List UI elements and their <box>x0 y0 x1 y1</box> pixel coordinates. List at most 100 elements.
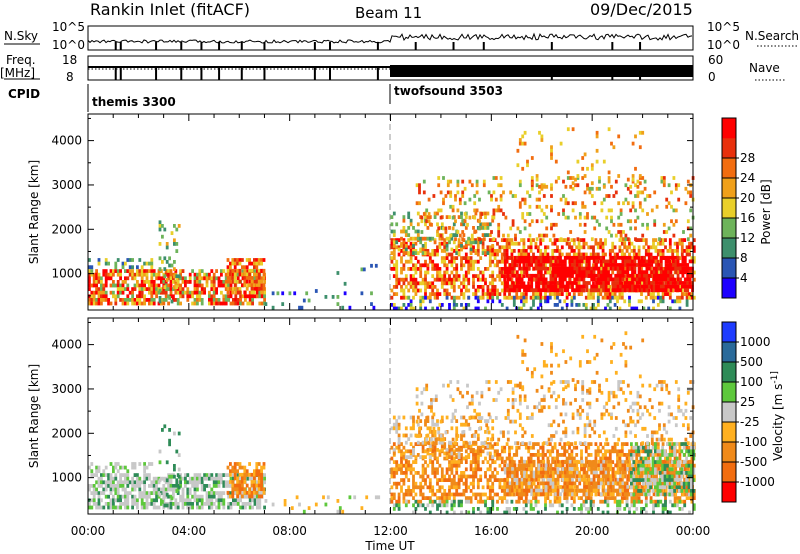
range-time-cell <box>556 259 560 264</box>
range-time-cell <box>460 211 463 216</box>
range-time-cell <box>565 496 569 500</box>
range-time-cell <box>440 256 444 260</box>
range-time-cell <box>177 474 181 479</box>
range-time-cell <box>522 249 526 253</box>
range-time-cell <box>475 179 479 184</box>
range-time-cell <box>140 265 144 270</box>
range-time-cell <box>175 278 179 282</box>
range-time-cell <box>608 456 612 461</box>
range-time-cell <box>520 496 523 500</box>
range-time-cell <box>535 259 538 264</box>
range-time-cell <box>472 478 475 482</box>
range-time-cell <box>414 485 418 490</box>
range-time-cell <box>678 299 682 304</box>
range-time-cell <box>133 283 137 288</box>
range-time-cell <box>253 494 257 499</box>
range-time-cell <box>650 284 654 289</box>
range-time-cell <box>604 453 607 457</box>
range-time-cell <box>525 266 529 271</box>
range-time-cell <box>572 460 576 464</box>
range-time-cell <box>200 298 204 302</box>
range-time-cell <box>619 273 622 278</box>
range-time-cell <box>239 505 242 510</box>
range-time-cell <box>629 208 633 213</box>
range-time-cell <box>611 284 615 289</box>
range-time-cell <box>664 288 668 293</box>
range-time-cell <box>200 494 204 499</box>
range-time-cell <box>433 467 437 472</box>
range-time-cell <box>428 259 432 264</box>
range-time-cell <box>497 222 501 227</box>
range-time-cell <box>659 252 663 257</box>
range-time-cell <box>637 299 641 304</box>
range-time-cell <box>556 453 559 457</box>
range-time-cell <box>657 273 661 278</box>
range-time-cell <box>422 179 426 184</box>
range-time-cell <box>559 284 562 289</box>
range-time-cell <box>559 288 562 293</box>
range-time-cell <box>233 465 237 470</box>
range-time-cell <box>121 494 125 499</box>
range-time-cell <box>427 197 431 202</box>
range-time-cell <box>425 219 429 224</box>
range-time-cell <box>655 284 658 289</box>
range-time-cell <box>426 249 430 253</box>
range-time-cell <box>152 498 156 503</box>
range-time-cell <box>116 480 120 485</box>
range-time-cell <box>463 219 467 224</box>
range-time-cell <box>243 283 247 288</box>
range-time-cell <box>145 269 149 273</box>
range-time-cell <box>217 280 221 284</box>
range-time-cell <box>623 277 627 282</box>
range-time-cell <box>554 273 558 278</box>
range-time-cell <box>556 238 559 242</box>
range-time-cell <box>631 201 635 206</box>
range-time-cell <box>634 219 637 224</box>
range-time-cell <box>493 478 497 482</box>
range-time-cell <box>590 284 594 289</box>
range-time-cell <box>563 277 567 282</box>
range-time-cell <box>424 249 427 253</box>
range-time-cell <box>550 148 553 153</box>
range-time-cell <box>486 460 490 464</box>
range-time-cell <box>484 215 487 219</box>
range-time-cell <box>647 292 651 296</box>
range-time-cell <box>443 442 447 446</box>
range-time-cell <box>412 285 415 289</box>
range-time-cell <box>580 277 584 282</box>
range-time-cell <box>568 456 571 461</box>
range-time-cell <box>198 276 202 281</box>
range-time-cell <box>556 263 560 267</box>
range-time-cell <box>536 481 540 486</box>
range-time-cell <box>527 445 531 450</box>
range-time-cell <box>572 489 576 493</box>
range-time-cell <box>210 487 214 492</box>
range-time-cell <box>481 233 485 237</box>
range-time-cell <box>208 272 211 277</box>
range-time-cell <box>409 453 413 457</box>
range-time-cell <box>402 245 406 250</box>
range-time-cell <box>196 290 199 295</box>
range-time-cell <box>164 480 168 485</box>
range-time-cell <box>220 290 223 295</box>
range-time-cell <box>251 301 254 306</box>
range-time-cell <box>637 256 641 260</box>
range-time-cell <box>409 306 413 311</box>
range-time-cell <box>424 478 427 482</box>
range-time-cell <box>217 276 221 281</box>
range-time-cell <box>611 478 615 482</box>
range-time-cell <box>162 484 166 488</box>
range-time-cell <box>438 463 442 468</box>
range-time-cell <box>446 190 450 195</box>
range-time-cell <box>624 183 628 188</box>
range-time-cell <box>419 240 423 245</box>
range-time-cell <box>145 476 149 481</box>
range-time-cell <box>136 505 139 510</box>
range-time-cell <box>692 245 696 250</box>
range-time-cell <box>167 272 170 277</box>
range-time-cell <box>443 277 447 282</box>
range-time-cell <box>616 273 620 278</box>
range-time-cell <box>150 498 154 503</box>
range-time-cell <box>554 263 558 267</box>
range-time-cell <box>560 306 564 311</box>
